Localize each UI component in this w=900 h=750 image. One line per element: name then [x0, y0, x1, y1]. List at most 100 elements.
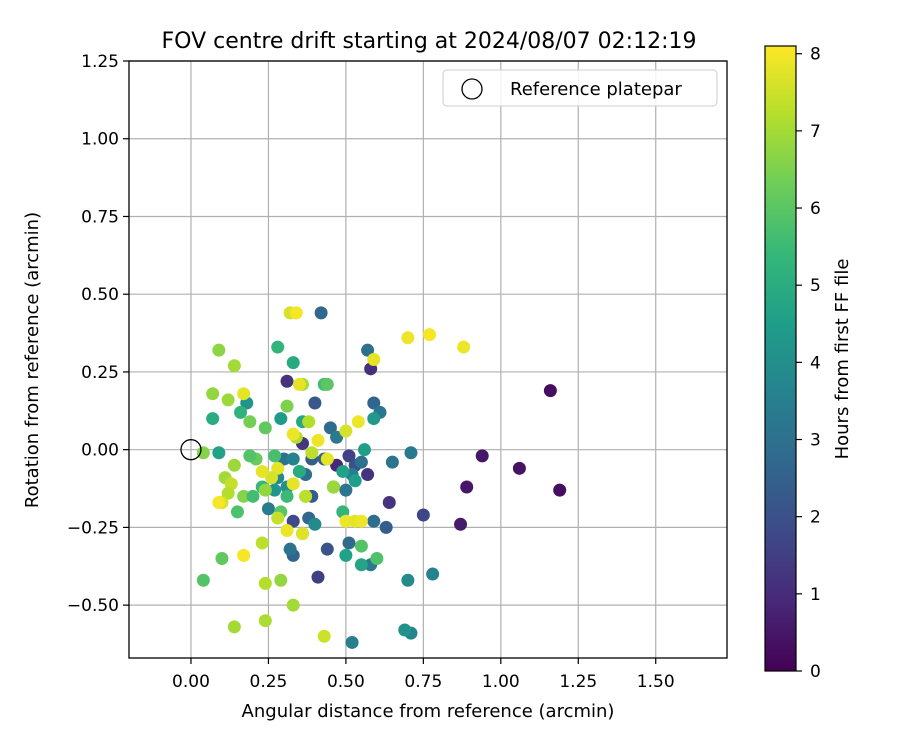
data-point	[512, 461, 526, 475]
data-point	[286, 356, 300, 370]
data-point	[268, 449, 282, 463]
data-point	[379, 520, 393, 534]
legend: Reference platepar	[442, 69, 718, 107]
data-point	[308, 517, 322, 531]
data-point	[268, 483, 282, 497]
data-point	[243, 415, 257, 429]
legend-entry-reference-platepar: Reference platepar	[510, 79, 682, 100]
data-point	[305, 446, 319, 460]
data-point	[243, 449, 257, 463]
data-point	[286, 427, 300, 441]
data-point	[258, 576, 272, 590]
data-point	[292, 377, 306, 391]
y-axis-label: Rotation from reference (arcmin)	[22, 212, 43, 508]
data-point	[361, 343, 375, 357]
data-point	[401, 331, 415, 345]
colorbar-tick-label: 0	[810, 662, 821, 682]
data-point	[206, 412, 220, 426]
colorbar-tick-label: 1	[810, 585, 821, 605]
data-point	[212, 343, 226, 357]
reference-platepar-marker	[180, 439, 202, 461]
data-point	[271, 461, 285, 475]
data-point	[246, 489, 260, 503]
data-point	[261, 502, 275, 516]
y-tick-label: 1.25	[81, 52, 119, 72]
data-point	[237, 489, 251, 503]
data-point	[286, 598, 300, 612]
data-point	[299, 489, 313, 503]
data-point	[354, 514, 368, 528]
data-point	[227, 359, 241, 373]
data-point	[553, 483, 567, 497]
data-point	[289, 306, 303, 320]
legend-marker	[461, 78, 483, 100]
data-point	[398, 623, 412, 637]
colorbar-tick-label: 8	[810, 45, 821, 65]
data-point	[367, 514, 381, 528]
data-point	[367, 353, 381, 366]
plot-frame	[128, 60, 728, 659]
data-point	[460, 480, 474, 494]
colorbar-tick-label: 3	[810, 431, 821, 451]
data-point	[311, 433, 325, 447]
data-point	[361, 468, 375, 482]
y-tick-label: 0.75	[81, 207, 119, 227]
data-point	[357, 443, 371, 457]
data-point	[404, 446, 418, 460]
data-point	[339, 514, 353, 528]
data-point	[274, 412, 288, 426]
data-point	[196, 573, 210, 587]
x-tick-label: 1.25	[559, 672, 597, 692]
data-point	[416, 508, 430, 522]
data-point	[283, 542, 297, 556]
data-point	[342, 449, 356, 463]
data-point	[323, 421, 337, 435]
data-point	[320, 542, 334, 556]
data-point	[320, 377, 334, 391]
x-tick-label: 0.00	[172, 672, 210, 692]
data-point	[308, 396, 322, 410]
legend-box	[442, 69, 718, 107]
data-point	[227, 620, 241, 634]
data-point	[339, 483, 353, 497]
colorbar-ticks: 0 1 2 3 4 5 6 7 8	[796, 45, 821, 682]
x-axis-label: Angular distance from reference (arcmin)	[242, 701, 615, 722]
data-point	[336, 464, 350, 478]
colorbar	[764, 45, 797, 672]
data-point	[286, 452, 300, 466]
x-axis-ticks: 0.00 0.25 0.50 0.75 1.00 1.25 1.50	[172, 658, 675, 692]
colorbar-tick-label: 4	[810, 353, 821, 373]
y-tick-label: 0.50	[81, 285, 119, 305]
data-point	[286, 477, 300, 491]
data-point	[258, 614, 272, 628]
data-point	[370, 552, 384, 565]
data-point	[212, 496, 226, 510]
data-point	[354, 558, 368, 572]
x-tick-label: 0.75	[404, 672, 442, 692]
data-point	[351, 415, 365, 429]
data-point	[382, 496, 396, 510]
data-point	[426, 567, 440, 581]
x-tick-label: 1.00	[482, 672, 520, 692]
data-point	[292, 464, 306, 478]
data-point	[367, 396, 381, 410]
data-point	[296, 527, 310, 541]
data-point	[215, 552, 229, 565]
y-tick-label: 0.00	[81, 441, 119, 461]
data-point	[206, 387, 220, 401]
colorbar-tick-label: 2	[810, 508, 821, 528]
data-point	[348, 474, 362, 488]
data-point	[280, 524, 294, 538]
data-point	[330, 430, 344, 444]
data-point	[454, 517, 468, 531]
data-point	[255, 536, 269, 550]
data-point	[339, 548, 353, 562]
colorbar-tick-label: 6	[810, 199, 821, 219]
data-point	[258, 421, 272, 435]
data-point	[221, 393, 235, 407]
data-point	[367, 412, 381, 426]
colorbar-label: Hours from first FF file	[832, 259, 853, 460]
data-point	[457, 340, 471, 354]
x-tick-label: 1.50	[637, 672, 675, 692]
